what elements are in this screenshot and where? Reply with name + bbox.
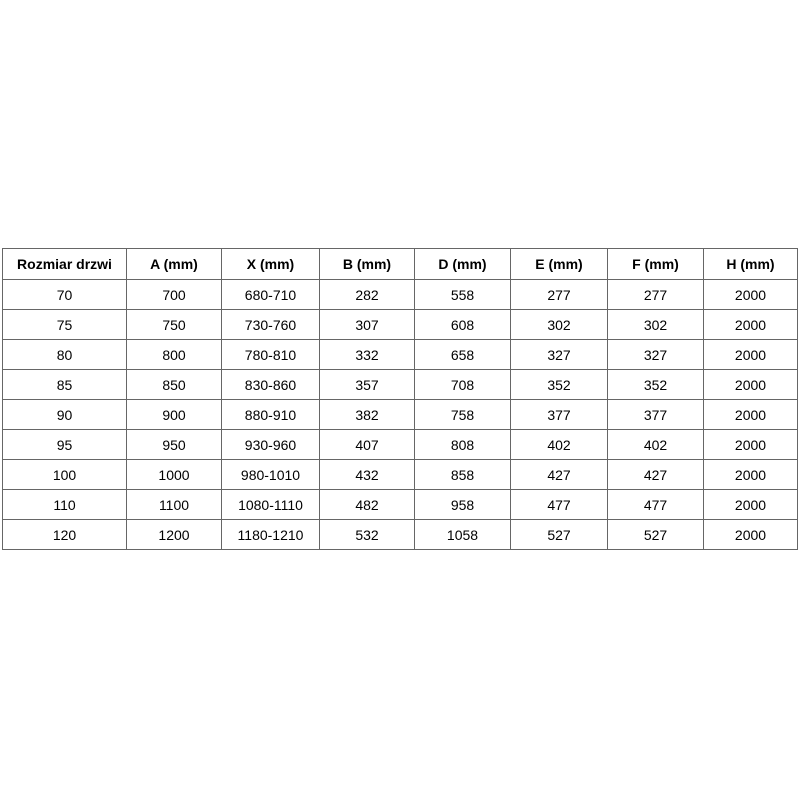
table-cell: 900 (126, 399, 222, 430)
table-cell: 110 (2, 489, 127, 520)
table-cell: 70 (2, 279, 127, 310)
table-row: 85 850 830-860 357 708 352 352 2000 (2, 369, 798, 400)
table-cell: 2000 (703, 429, 798, 460)
table-row: 95 950 930-960 407 808 402 402 2000 (2, 429, 798, 460)
table-cell: 850 (126, 369, 222, 400)
table-cell: 327 (607, 339, 704, 370)
table-cell: 2000 (703, 309, 798, 340)
table-cell: 352 (607, 369, 704, 400)
column-header-x-mm: X (mm) (221, 248, 320, 280)
table-cell: 100 (2, 459, 127, 490)
table-cell: 830-860 (221, 369, 320, 400)
column-header-f-mm: F (mm) (607, 248, 704, 280)
table-cell: 2000 (703, 399, 798, 430)
column-header-rozmiar-drzwi: Rozmiar drzwi (2, 248, 127, 280)
column-header-d-mm: D (mm) (414, 248, 511, 280)
table-cell: 377 (510, 399, 608, 430)
table-cell: 2000 (703, 279, 798, 310)
table-cell: 700 (126, 279, 222, 310)
table-cell: 527 (607, 519, 704, 550)
table-cell: 377 (607, 399, 704, 430)
table-cell: 407 (319, 429, 415, 460)
table-cell: 608 (414, 309, 511, 340)
table-cell: 85 (2, 369, 127, 400)
table-cell: 2000 (703, 339, 798, 370)
table-cell: 482 (319, 489, 415, 520)
table-row: 75 750 730-760 307 608 302 302 2000 (2, 309, 798, 340)
table-cell: 2000 (703, 489, 798, 520)
table-cell: 382 (319, 399, 415, 430)
table-cell: 730-760 (221, 309, 320, 340)
table-row: 110 1100 1080-1110 482 958 477 477 2000 (2, 489, 798, 520)
table-row: 100 1000 980-1010 432 858 427 427 2000 (2, 459, 798, 490)
table-cell: 75 (2, 309, 127, 340)
table-cell: 120 (2, 519, 127, 550)
table-cell: 527 (510, 519, 608, 550)
table-cell: 1080-1110 (221, 489, 320, 520)
table-cell: 332 (319, 339, 415, 370)
table-cell: 302 (607, 309, 704, 340)
table-cell: 2000 (703, 519, 798, 550)
column-header-a-mm: A (mm) (126, 248, 222, 280)
table-cell: 758 (414, 399, 511, 430)
table-cell: 277 (510, 279, 608, 310)
table-cell: 477 (510, 489, 608, 520)
table-cell: 302 (510, 309, 608, 340)
table-cell: 780-810 (221, 339, 320, 370)
table-cell: 2000 (703, 369, 798, 400)
table-cell: 352 (510, 369, 608, 400)
table-row: 80 800 780-810 332 658 327 327 2000 (2, 339, 798, 370)
table-cell: 800 (126, 339, 222, 370)
table-cell: 558 (414, 279, 511, 310)
table-cell: 808 (414, 429, 511, 460)
table-cell: 80 (2, 339, 127, 370)
table-cell: 402 (510, 429, 608, 460)
table-cell: 1200 (126, 519, 222, 550)
table-cell: 858 (414, 459, 511, 490)
table-cell: 282 (319, 279, 415, 310)
table-cell: 477 (607, 489, 704, 520)
table-cell: 980-1010 (221, 459, 320, 490)
dimensions-table: Rozmiar drzwi A (mm) X (mm) B (mm) D (mm… (2, 248, 798, 550)
table-cell: 880-910 (221, 399, 320, 430)
table-cell: 532 (319, 519, 415, 550)
table-cell: 680-710 (221, 279, 320, 310)
table-cell: 432 (319, 459, 415, 490)
table-cell: 427 (607, 459, 704, 490)
table-row: 70 700 680-710 282 558 277 277 2000 (2, 279, 798, 310)
table-cell: 658 (414, 339, 511, 370)
table-cell: 1100 (126, 489, 222, 520)
table-cell: 708 (414, 369, 511, 400)
table-cell: 750 (126, 309, 222, 340)
table-cell: 1000 (126, 459, 222, 490)
table-cell: 90 (2, 399, 127, 430)
table-cell: 307 (319, 309, 415, 340)
table-row: 120 1200 1180-1210 532 1058 527 527 2000 (2, 519, 798, 550)
table-row: 90 900 880-910 382 758 377 377 2000 (2, 399, 798, 430)
table-cell: 277 (607, 279, 704, 310)
table-cell: 427 (510, 459, 608, 490)
column-header-b-mm: B (mm) (319, 248, 415, 280)
table-cell: 930-960 (221, 429, 320, 460)
table-cell: 357 (319, 369, 415, 400)
table-cell: 1058 (414, 519, 511, 550)
table-cell: 327 (510, 339, 608, 370)
door-dimensions-table: Rozmiar drzwi A (mm) X (mm) B (mm) D (mm… (2, 248, 798, 550)
table-cell: 402 (607, 429, 704, 460)
column-header-h-mm: H (mm) (703, 248, 798, 280)
header-row: Rozmiar drzwi A (mm) X (mm) B (mm) D (mm… (2, 248, 798, 280)
column-header-e-mm: E (mm) (510, 248, 608, 280)
table-cell: 95 (2, 429, 127, 460)
table-cell: 2000 (703, 459, 798, 490)
table-cell: 950 (126, 429, 222, 460)
table-cell: 1180-1210 (221, 519, 320, 550)
table-cell: 958 (414, 489, 511, 520)
